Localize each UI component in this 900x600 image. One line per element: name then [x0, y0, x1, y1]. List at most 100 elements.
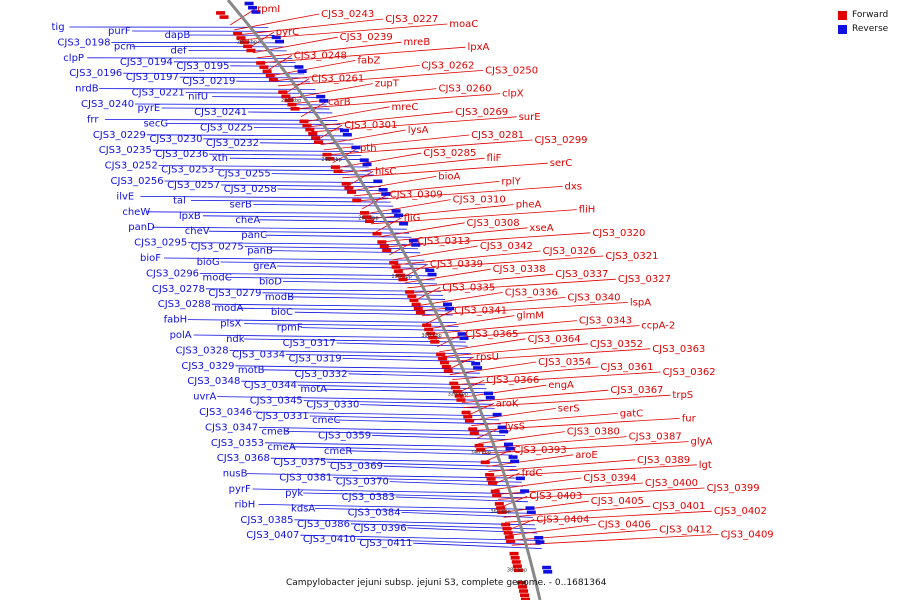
reverse-gene-label: cmeA	[267, 442, 295, 453]
forward-gene	[512, 564, 522, 568]
forward-gene	[411, 302, 421, 307]
forward-gene	[281, 94, 291, 99]
forward-gene-label: zupT	[375, 79, 400, 90]
forward-connector	[323, 134, 470, 151]
reverse-connector	[221, 184, 382, 187]
forward-gene	[396, 273, 406, 278]
reverse-connector	[104, 119, 338, 121]
forward-gene-label: mreC	[392, 102, 419, 113]
forward-gene-label: CJS3_0308	[467, 218, 520, 229]
reverse-gene-label: cheW	[122, 207, 150, 218]
forward-swatch	[838, 10, 847, 20]
forward-connector	[497, 487, 705, 500]
reverse-gene-label: CJS3_0240	[81, 99, 134, 110]
reverse-connector	[199, 273, 433, 277]
forward-gene-label: CJS3_0400	[645, 478, 698, 489]
forward-gene	[246, 48, 256, 53]
reverse-connector	[152, 226, 407, 230]
forward-gene-label: fabZ	[358, 55, 381, 66]
forward-connector	[421, 302, 628, 317]
reverse-gene-label: CJS3_0258	[224, 184, 277, 195]
forward-gene	[305, 127, 315, 132]
genome-caption: Campylobacter jejuni subsp. jejuni S3, c…	[286, 578, 607, 588]
forward-gene-label: CJS3_0362	[663, 367, 716, 378]
forward-gene	[463, 414, 473, 419]
forward-gene	[379, 244, 389, 248]
reverse-connector	[167, 123, 341, 125]
reverse-gene-label: ndk	[226, 334, 245, 345]
reverse-connector	[229, 157, 364, 160]
reverse-gene	[362, 162, 372, 167]
forward-connector	[407, 273, 554, 289]
reverse-connector	[193, 334, 464, 339]
reverse-gene	[342, 132, 352, 137]
forward-connector	[503, 505, 651, 518]
forward-gene-label: CJS3_0340	[567, 292, 620, 303]
forward-gene	[443, 369, 453, 373]
forward-gene	[517, 580, 527, 585]
forward-gene	[259, 65, 269, 69]
forward-connector	[274, 65, 420, 82]
forward-gene	[428, 335, 438, 340]
reverse-connector	[258, 427, 504, 432]
forward-gene	[359, 211, 369, 215]
forward-gene	[474, 443, 484, 448]
reverse-gene-label: CJS3_0241	[194, 107, 247, 118]
reverse-gene-label: CJS3_0219	[182, 76, 235, 87]
forward-gene-label: gatC	[620, 408, 643, 419]
reverse-gene-label: CJS3_0255	[218, 169, 271, 180]
forward-connector	[452, 366, 599, 381]
legend-reverse: Reverse	[838, 22, 888, 36]
forward-gene	[486, 477, 496, 481]
reverse-gene-label: ilvE	[116, 191, 134, 202]
reverse-gene-label: bioF	[140, 253, 161, 264]
forward-gene	[439, 360, 449, 365]
reverse-gene-label: cheV	[185, 226, 210, 237]
forward-gene	[430, 340, 440, 344]
reverse-gene	[526, 510, 536, 515]
reverse-gene	[316, 94, 326, 99]
reverse-connector	[291, 446, 511, 452]
reverse-connector	[407, 527, 538, 534]
reverse-gene-label: CJS3_0347	[205, 422, 258, 433]
reverse-gene-label: panC	[241, 230, 267, 241]
forward-gene	[239, 40, 249, 44]
reverse-gene	[339, 128, 349, 133]
forward-connector	[419, 297, 566, 312]
reverse-gene-label: modA	[214, 303, 243, 314]
forward-gene-label: CJS3_0336	[505, 287, 558, 298]
reverse-connector	[235, 365, 479, 370]
reverse-connector	[241, 380, 485, 386]
reverse-connector	[395, 496, 529, 503]
forward-gene-label: CJS3_0299	[534, 135, 587, 146]
reverse-gene-label: CJS3_0331	[256, 411, 309, 422]
reverse-gene-label: CJS3_0330	[306, 400, 359, 411]
forward-gene-label: CJS3_0354	[538, 357, 591, 368]
reverse-swatch	[838, 24, 847, 34]
reverse-gene-label: tig	[52, 22, 65, 33]
forward-gene-label: carB	[328, 97, 351, 108]
reverse-gene	[442, 302, 452, 307]
forward-gene	[287, 102, 297, 107]
reverse-gene-label: CJS3_0296	[146, 268, 199, 279]
scale-tick-label: 380 kbp	[507, 568, 527, 574]
forward-gene	[391, 265, 401, 269]
forward-gene-label: CJS3_0339	[430, 259, 483, 270]
forward-gene	[422, 323, 432, 328]
forward-connector	[381, 227, 528, 243]
forward-gene	[299, 119, 309, 124]
forward-gene	[485, 472, 495, 477]
reverse-gene	[378, 188, 388, 192]
forward-gene	[302, 123, 312, 128]
reverse-gene-label: panD	[128, 222, 155, 233]
forward-gene-label: CJS3_0285	[423, 148, 476, 159]
reverse-gene-label: motA	[300, 384, 327, 395]
forward-gene	[503, 531, 513, 535]
reverse-gene-label: CJS3_0195	[176, 61, 229, 72]
reverse-gene-label: CJS3_0375	[273, 457, 326, 468]
scale-tick-label: 320 kbp	[448, 391, 468, 397]
scale-tick-label: 340 kbp	[471, 450, 491, 456]
reverse-gene-label: serB	[230, 199, 252, 210]
forward-gene-label: xseA	[529, 223, 553, 234]
reverse-connector	[185, 92, 319, 94]
